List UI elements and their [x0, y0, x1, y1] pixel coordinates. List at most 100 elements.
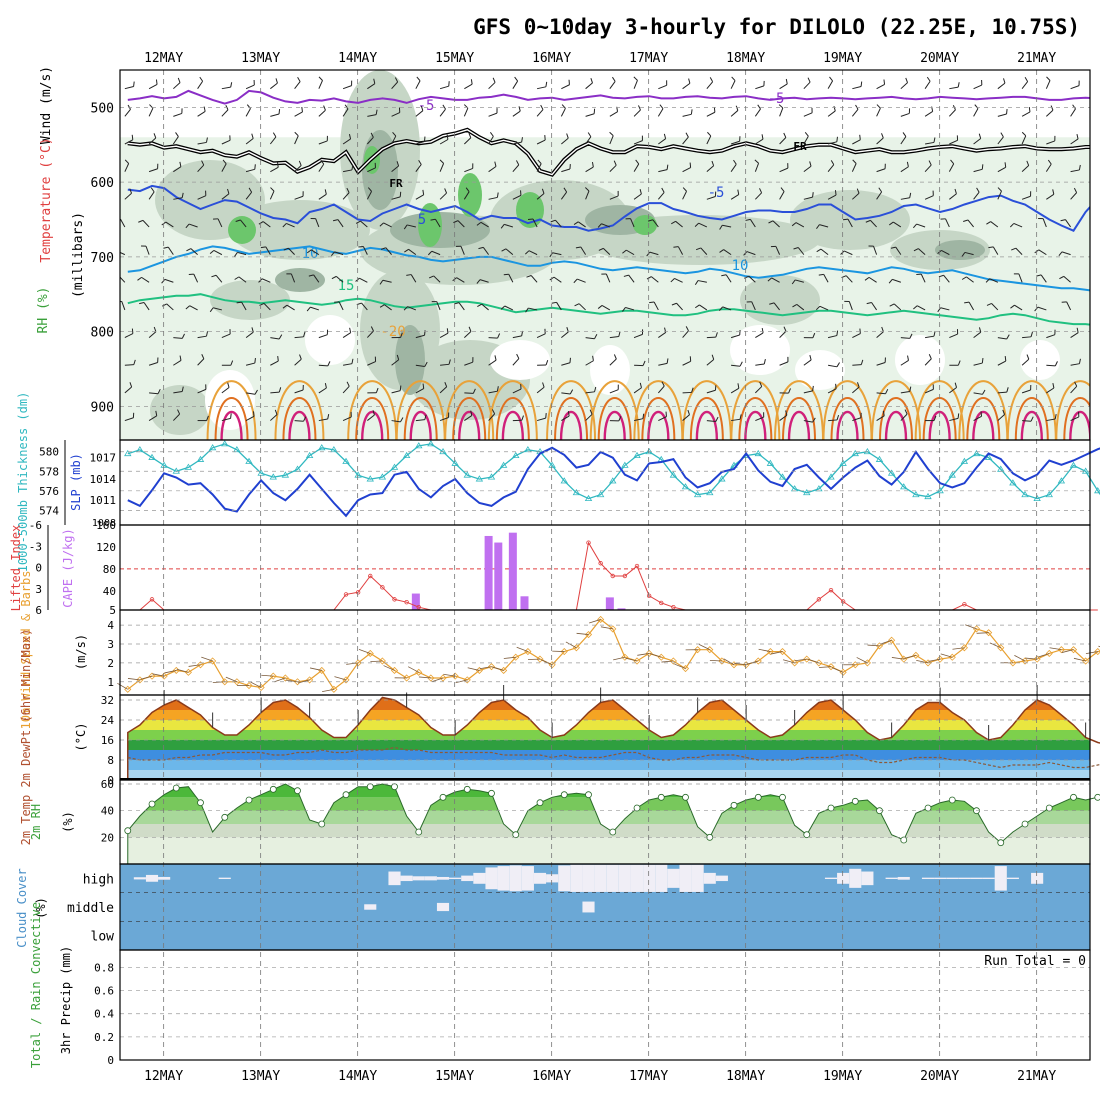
wind-barb — [488, 166, 497, 173]
cloud-gap — [897, 876, 910, 880]
wind-barb-flag — [852, 159, 857, 164]
wind-barb-flag — [1074, 381, 1078, 387]
wind-barb — [973, 84, 983, 90]
wind-barb — [391, 390, 401, 394]
wind-barb — [876, 137, 884, 145]
wind-barb — [536, 333, 546, 339]
wind-barb — [803, 359, 812, 366]
wind-barb-flag — [472, 388, 476, 394]
isotherm-30c — [288, 410, 311, 440]
wind-barb-flag — [272, 132, 277, 138]
wind-barb — [677, 246, 684, 255]
wind-barb-flag — [283, 247, 289, 251]
lifted-index-point — [828, 587, 834, 593]
rh-point — [1070, 793, 1077, 801]
wind-barb-flag — [745, 218, 751, 221]
wind-barb-flag — [573, 278, 578, 284]
wind-barb-flag — [205, 137, 208, 143]
ua-temperature-label: Temperature (°C) — [39, 137, 54, 262]
wind-barb-flag — [909, 386, 912, 392]
wind-barb — [1038, 249, 1047, 256]
wind10-point — [584, 630, 593, 639]
wind-barb — [803, 390, 813, 394]
wind-barb — [779, 167, 789, 173]
wind-barb-flag — [618, 416, 622, 422]
ua-tick-label: 800 — [91, 326, 114, 341]
cloud-gap — [861, 871, 874, 886]
cloud-gap — [509, 865, 522, 892]
thickness-point — [402, 451, 411, 459]
wind-barb — [391, 420, 401, 423]
wind-barb — [924, 80, 931, 89]
wind-barb — [657, 385, 665, 394]
wind-barb — [819, 305, 829, 311]
isotherm-20c — [681, 380, 732, 440]
wind-barb — [754, 163, 760, 172]
rh-wet-area — [395, 325, 425, 395]
wind-barb-flag — [733, 159, 737, 165]
wind-barb-flag — [878, 187, 883, 193]
rh-point — [512, 831, 520, 839]
wind-barb — [1045, 163, 1052, 172]
cloud-gap — [218, 877, 231, 880]
isotherm-25c — [738, 397, 773, 440]
thickness-point — [148, 453, 156, 460]
wind-barb — [149, 392, 159, 395]
wind-barb — [1065, 219, 1072, 228]
wind-barb — [1070, 108, 1076, 117]
wind10-point — [597, 615, 605, 624]
wind-barb-flag — [206, 415, 209, 421]
wind-barb — [649, 251, 659, 256]
wind-barb — [415, 164, 422, 172]
wind-barb-flag — [721, 274, 727, 277]
lifted-index-point — [671, 604, 676, 610]
wind-barb-flag — [1004, 162, 1007, 168]
rh-saturated-area — [418, 203, 442, 247]
wind-barb — [754, 108, 761, 117]
wind-barb-flag — [713, 107, 716, 113]
date-label-top: 13MAY — [241, 51, 280, 66]
wind10-point — [245, 681, 253, 690]
wind-barb-flag — [928, 354, 932, 359]
cloud-gap — [958, 877, 971, 880]
wind10-barb — [698, 644, 710, 651]
wind-barb-flag — [1054, 361, 1058, 367]
wind-barb-flag — [161, 303, 167, 307]
date-label-top: 15MAY — [435, 51, 474, 66]
wind-barb — [706, 196, 716, 200]
wind-barb-flag — [754, 159, 759, 164]
cloud-gap — [145, 874, 159, 882]
wind-barb-flag — [201, 160, 205, 166]
wind-barb — [851, 163, 857, 172]
wind-barb — [775, 246, 781, 255]
rh-point — [657, 793, 665, 801]
wind-barb — [652, 219, 659, 228]
wind-barb-flag — [129, 188, 133, 194]
wind-barb — [439, 332, 449, 339]
wind-barb-flag — [185, 305, 190, 310]
wind10-barb — [383, 665, 395, 671]
wind-barb — [269, 136, 277, 145]
wind-barb — [415, 364, 425, 368]
wind-barb-flag — [642, 413, 645, 419]
wind-barb — [730, 140, 740, 145]
wind-barb-flag — [1036, 274, 1042, 277]
wind-barb — [1070, 85, 1080, 90]
cloud-gap — [679, 864, 692, 892]
wind-barb-flag — [778, 104, 784, 109]
wind-barb-flag — [327, 414, 330, 420]
wind10-point — [318, 666, 326, 675]
wind-barb-flag — [812, 385, 814, 391]
isotherm-25c — [554, 397, 589, 440]
isotherm-25c — [689, 397, 724, 440]
wind-barb-flag — [346, 187, 350, 193]
thickness-point — [245, 457, 253, 464]
wind-barb — [481, 303, 489, 311]
wind-barb — [973, 168, 983, 173]
temp-band — [127, 710, 1090, 720]
wind-barb-flag — [400, 417, 404, 423]
wind-barb — [553, 276, 562, 283]
wind10-point — [718, 657, 726, 665]
wind-barb-flag — [297, 77, 301, 82]
wind-barb — [991, 303, 999, 311]
